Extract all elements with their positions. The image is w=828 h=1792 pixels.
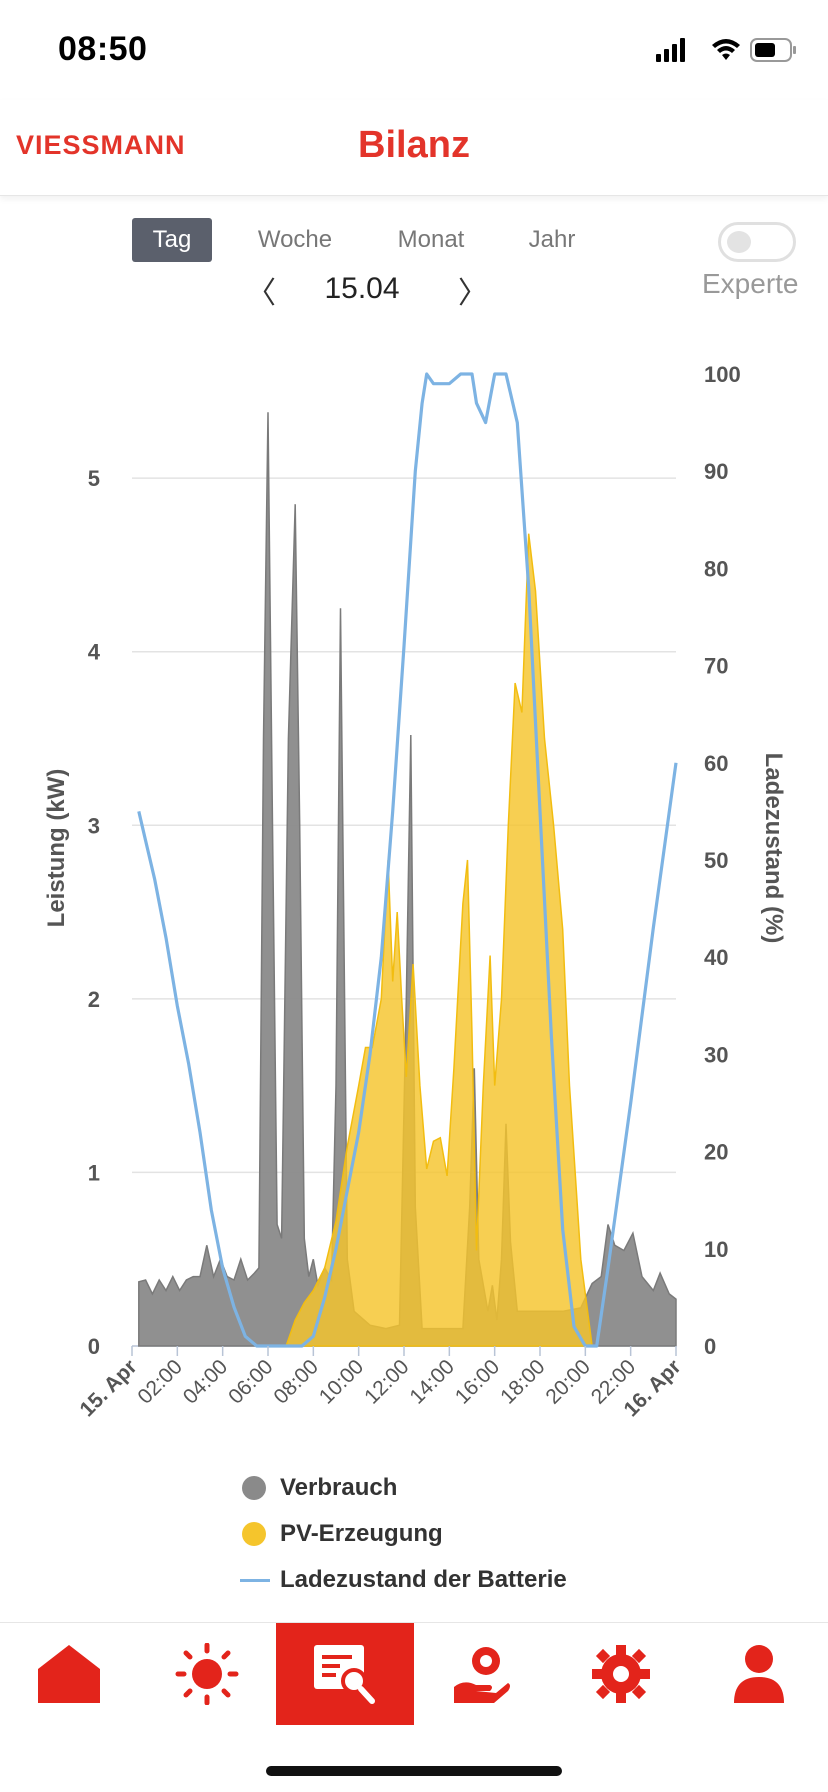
next-date-button[interactable]: 〉 [458, 277, 488, 310]
legend-label-ladezustand: Ladezustand der Batterie [280, 1566, 567, 1593]
series-line-battery [137, 372, 678, 1348]
bottom-nav [0, 1622, 828, 1726]
x-tick-label: 04:00 [179, 1355, 232, 1408]
brand-logo: VIESSMANN [16, 130, 186, 160]
expert-toggle-knob [727, 231, 751, 253]
expert-label: Experte [702, 268, 799, 299]
legend-label-pv-erzeugung: PV-Erzeugung [280, 1520, 443, 1547]
legend-marker-verbrauch [242, 1476, 266, 1500]
app-header: VIESSMANN Bilanz [0, 100, 828, 196]
y-right-tick: 40 [704, 945, 728, 970]
x-tick-label: 15. Apr [75, 1355, 141, 1421]
legend-marker-ladezustand [240, 1579, 270, 1582]
y-left-tick: 4 [88, 640, 101, 665]
legend-marker-pv-erzeugung [242, 1522, 266, 1546]
x-tick-label: 18:00 [496, 1355, 549, 1408]
user-icon [734, 1645, 784, 1703]
y-right-tick: 50 [704, 848, 728, 873]
y-right-axis-title: Ladezustand (%) [760, 753, 787, 944]
gear-icon [592, 1645, 650, 1703]
y-left-tick: 2 [88, 987, 100, 1012]
nav-profile[interactable] [690, 1623, 828, 1725]
battery-icon [750, 38, 796, 62]
y-left-tick: 5 [88, 466, 100, 491]
y-left-axis-title: Leistung (kW) [43, 769, 70, 928]
y-left-tick: 1 [88, 1160, 100, 1185]
y-right-tick: 80 [704, 556, 728, 581]
hand-coin-icon [454, 1647, 510, 1703]
home-icon [38, 1645, 100, 1703]
y-right-tick: 30 [704, 1042, 728, 1067]
y-left-tick: 0 [88, 1334, 100, 1359]
x-tick-label: 14:00 [405, 1355, 458, 1408]
series-area-1 [285, 533, 593, 1347]
y-right-tick: 90 [704, 459, 728, 484]
x-tick-label: 08:00 [269, 1355, 322, 1408]
status-bar: 08:50 [0, 0, 828, 100]
current-date: 15.04 [324, 272, 400, 305]
y-right-tick: 100 [704, 362, 741, 387]
y-right-tick: 70 [704, 654, 728, 679]
nav-tariff[interactable] [414, 1623, 552, 1725]
x-tick-label: 20:00 [541, 1355, 594, 1408]
signal-icon [656, 38, 685, 62]
y-right-tick: 60 [704, 751, 728, 776]
nav-solar[interactable] [138, 1623, 276, 1725]
x-tick-label: 16:00 [451, 1355, 504, 1408]
nav-bilanz[interactable] [276, 1623, 414, 1725]
home-indicator [266, 1766, 562, 1776]
tab-monat[interactable]: Monat [397, 226, 465, 253]
page-title: Bilanz [358, 124, 470, 166]
sun-icon [175, 1643, 239, 1705]
tab-jahr[interactable]: Jahr [528, 226, 576, 253]
tab-tag[interactable]: Tag [132, 218, 212, 262]
y-right-tick: 10 [704, 1237, 728, 1262]
legend-label-verbrauch: Verbrauch [280, 1474, 398, 1501]
y-right-tick: 20 [704, 1140, 728, 1165]
status-icons [656, 38, 796, 62]
tab-woche[interactable]: Woche [257, 226, 333, 253]
y-left-tick: 3 [88, 813, 100, 838]
x-tick-label: 06:00 [224, 1355, 277, 1408]
x-tick-label: 12:00 [360, 1355, 413, 1408]
y-right-tick: 0 [704, 1334, 716, 1359]
status-time: 08:50 [58, 30, 148, 68]
wifi-icon [712, 39, 740, 60]
nav-home[interactable] [0, 1623, 138, 1725]
x-tick-label: 10:00 [315, 1355, 368, 1408]
nav-settings[interactable] [552, 1623, 690, 1725]
date-nav: 〈 15.04 〉 [0, 268, 828, 312]
chart-series [137, 372, 678, 1348]
x-tick-label: 02:00 [133, 1355, 186, 1408]
report-search-icon [314, 1645, 375, 1704]
previous-date-button[interactable]: 〈 [246, 277, 276, 310]
expert-toggle[interactable] [718, 222, 796, 262]
